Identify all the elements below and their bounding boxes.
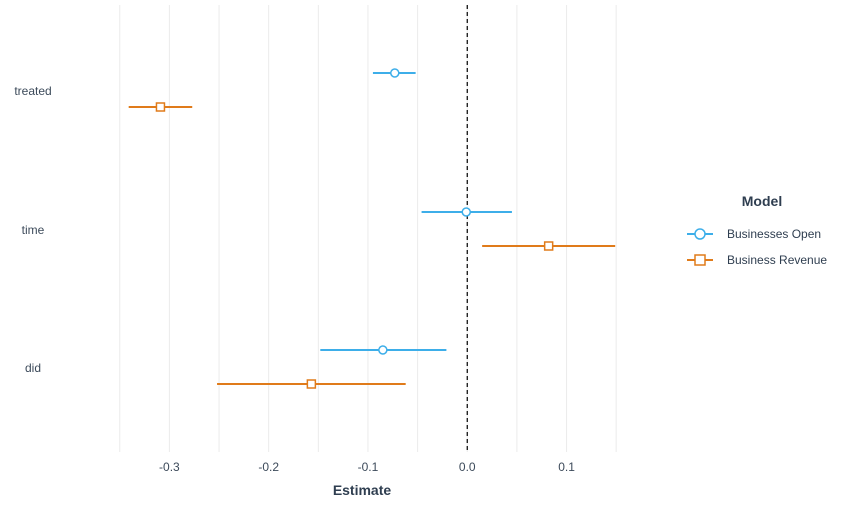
point-estimate-circle	[390, 68, 400, 78]
legend-item: Businesses Open	[687, 227, 821, 241]
legend: Model Businesses Open Business Revenue	[687, 193, 827, 267]
x-tick-label: -0.2	[258, 460, 279, 474]
x-tick-label: 0.0	[459, 460, 476, 474]
point-estimate-square	[155, 102, 166, 112]
x-tick-label: -0.3	[159, 460, 180, 474]
legend-key-circle	[694, 228, 706, 240]
y-tick-label: treated	[14, 84, 51, 98]
y-tick-label: did	[25, 361, 41, 375]
y-tick-label: time	[22, 223, 45, 237]
x-axis-title: Estimate	[333, 482, 392, 498]
gridlines	[119, 5, 617, 452]
point-estimate-circle	[461, 207, 472, 217]
legend-label: Business Revenue	[727, 253, 827, 267]
point-estimate-square	[306, 379, 317, 389]
legend-key-square	[694, 254, 706, 266]
legend-items: Businesses Open Business Revenue	[687, 227, 827, 267]
point-estimate-square	[543, 241, 554, 251]
x-tick-label: -0.1	[358, 460, 379, 474]
plot-marks	[128, 68, 616, 389]
legend-item: Business Revenue	[687, 253, 827, 267]
x-tick-label: 0.1	[558, 460, 575, 474]
x-tick-labels: -0.3 -0.2 -0.1 0.0 0.1	[159, 460, 575, 474]
legend-label: Businesses Open	[727, 227, 821, 241]
y-tick-labels: treated time did	[14, 84, 51, 375]
legend-title: Model	[742, 193, 782, 209]
point-estimate-circle	[378, 345, 388, 355]
